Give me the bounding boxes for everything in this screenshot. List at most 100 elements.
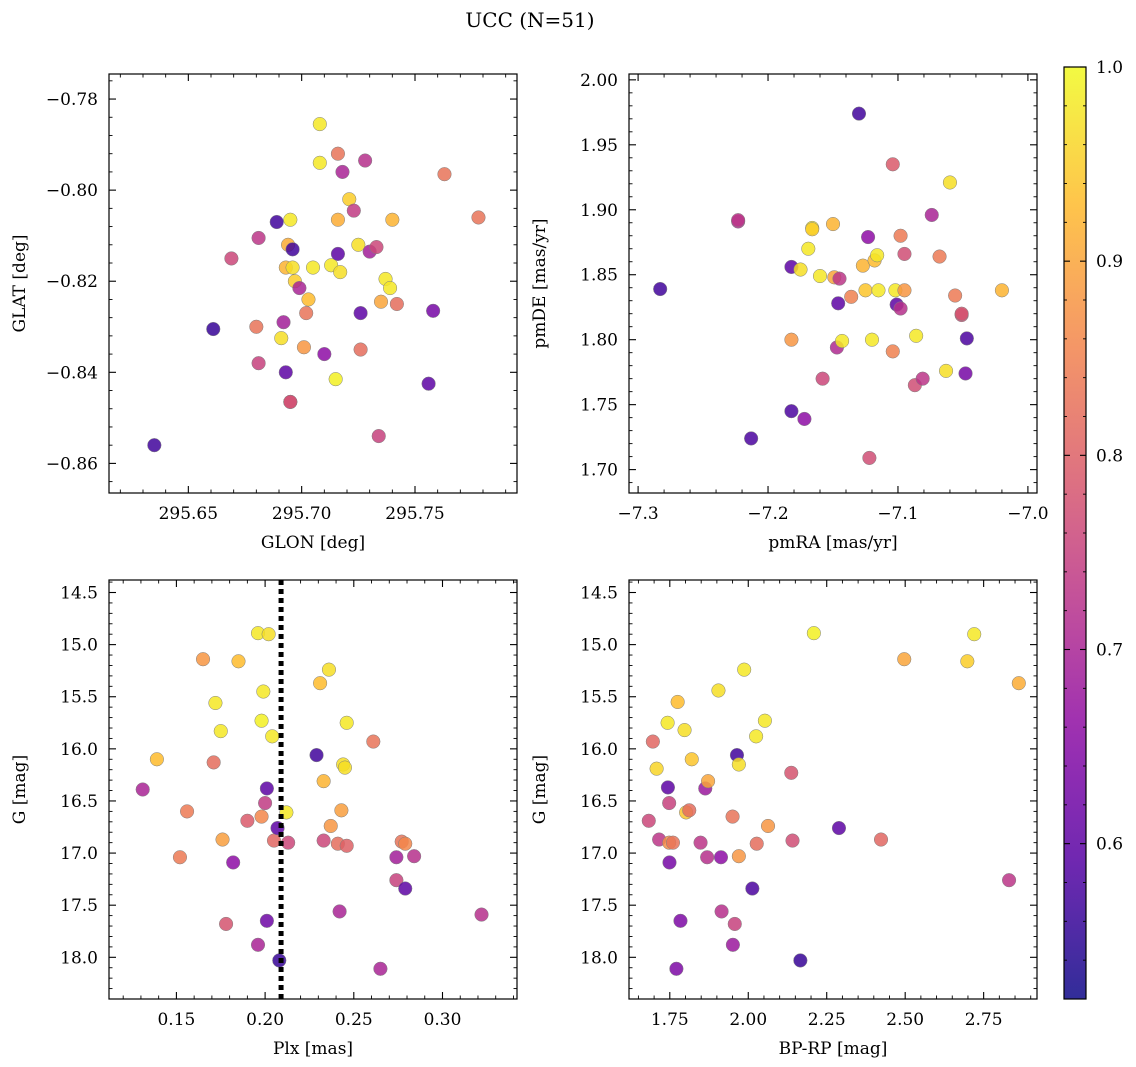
- scatter-point: [662, 855, 677, 870]
- scatter-point: [261, 627, 276, 642]
- scatter-point: [383, 281, 398, 296]
- y-axis-label: G [mag]: [10, 755, 30, 824]
- scatter-point: [180, 804, 195, 819]
- scatter-point: [831, 296, 846, 311]
- scatter-point: [967, 627, 982, 642]
- scatter-point: [369, 240, 384, 255]
- scatter-point: [339, 715, 354, 730]
- scatter-point: [437, 167, 452, 182]
- y-tick-label: 17.0: [580, 844, 618, 864]
- x-tick-label: −7.3: [617, 504, 658, 524]
- x-tick-label: 2.25: [808, 1010, 846, 1030]
- axes-frame: [108, 579, 518, 1000]
- scatter-point: [269, 214, 284, 230]
- scatter-point: [994, 283, 1009, 298]
- scatter-point: [353, 306, 368, 321]
- axes-frame: [628, 579, 1038, 1000]
- scatter-point: [259, 913, 274, 928]
- x-tick-label: −7.1: [877, 504, 918, 524]
- scatter-point: [915, 371, 930, 386]
- scatter-point: [421, 376, 436, 391]
- scatter-point: [332, 904, 347, 919]
- scatter-point: [862, 450, 877, 465]
- scatter-point: [897, 283, 912, 298]
- x-axis-label: Plx [mas]: [273, 1039, 353, 1059]
- scatter-point: [330, 212, 345, 227]
- x-tick-label: 295.70: [272, 504, 331, 524]
- scatter-point: [316, 774, 331, 789]
- colorbar: 0.6 0.7 0.8 0.9 1.0: [1063, 58, 1123, 1000]
- scatter-point: [938, 363, 954, 378]
- panel-2: −7.3 −7.2 −7.1 −7.0 1.70 1.75 1.80 1.85 1.90 1.95…: [530, 71, 1049, 553]
- scatter-point: [208, 695, 223, 711]
- scatter-point: [885, 344, 900, 359]
- scatter-point: [351, 237, 366, 252]
- scatter-point: [149, 752, 164, 767]
- scatter-point: [785, 833, 800, 848]
- scatter-point: [701, 774, 716, 789]
- y-tick-label: 1.90: [580, 201, 618, 221]
- scatter-point: [960, 654, 975, 669]
- scatter-point: [373, 294, 389, 309]
- y-tick-label: −0.78: [46, 90, 98, 110]
- scatter-point: [471, 210, 486, 225]
- scatter-point: [135, 782, 150, 797]
- scatter-point: [858, 283, 873, 298]
- scatter-point: [330, 146, 345, 161]
- scatter-point: [339, 838, 354, 853]
- scatter-point: [731, 849, 746, 864]
- y-axis-label: GLAT [deg]: [10, 234, 30, 332]
- y-tick-label: 1.80: [580, 331, 618, 351]
- scatter-point: [226, 855, 241, 870]
- y-tick-label: −0.82: [46, 272, 98, 292]
- scatter-panels: 295.65 295.70 295.75 −0.86 −0.84 −0.82 −0.80 −0…: [10, 71, 1049, 1059]
- axes-frame: [108, 73, 518, 494]
- x-tick-label: 0.20: [246, 1010, 284, 1030]
- scatter-point: [641, 813, 656, 828]
- scatter-point: [335, 164, 350, 179]
- scatter-point: [669, 961, 684, 976]
- scatter-point: [337, 760, 352, 775]
- scatter-point: [873, 832, 889, 847]
- scatter-point: [206, 755, 221, 770]
- scatter-point: [1002, 873, 1017, 888]
- scatter-point: [670, 694, 685, 709]
- x-axis-label: pmRA [mas/yr]: [768, 533, 897, 553]
- scatter-point: [371, 429, 386, 444]
- y-tick-label: 17.5: [580, 896, 618, 916]
- scatter-point: [474, 907, 489, 922]
- colorbar-tick-label: 1.0: [1096, 58, 1123, 78]
- scatter-point: [358, 153, 373, 168]
- scatter-point: [330, 246, 345, 261]
- x-tick-label: 1.75: [651, 1010, 689, 1030]
- scatter-point: [815, 371, 830, 386]
- scatter-point: [213, 724, 228, 739]
- scatter-point: [909, 328, 924, 343]
- scatter-point: [333, 265, 348, 280]
- scatter-point: [851, 106, 867, 121]
- scatter-point: [660, 715, 675, 730]
- scatter-point: [373, 961, 388, 976]
- scatter-point: [215, 832, 230, 847]
- scatter-point: [825, 217, 841, 232]
- scatter-point: [407, 849, 422, 864]
- scatter-point: [784, 404, 799, 419]
- scatter-point: [870, 248, 885, 263]
- y-tick-label: 15.5: [60, 688, 98, 708]
- colorbar-tick-label: 0.6: [1096, 835, 1123, 855]
- scatter-point: [256, 684, 271, 699]
- scatter-point: [334, 803, 349, 818]
- scatter-point: [251, 356, 266, 371]
- scatter-point: [749, 729, 764, 744]
- scatter-point: [296, 340, 311, 355]
- scatter-point: [249, 319, 264, 334]
- scatter-point: [317, 347, 332, 362]
- y-tick-label: −0.84: [46, 363, 98, 383]
- x-tick-label: 0.15: [157, 1010, 195, 1030]
- axes-frame: [628, 73, 1038, 494]
- scatter-point: [346, 203, 361, 218]
- scatter-point: [328, 372, 343, 387]
- scatter-point: [309, 748, 324, 763]
- scatter-point: [366, 734, 381, 749]
- x-tick-label: −7.2: [747, 504, 788, 524]
